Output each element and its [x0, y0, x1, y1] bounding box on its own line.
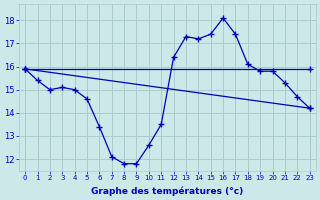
X-axis label: Graphe des températures (°c): Graphe des températures (°c) [91, 186, 244, 196]
